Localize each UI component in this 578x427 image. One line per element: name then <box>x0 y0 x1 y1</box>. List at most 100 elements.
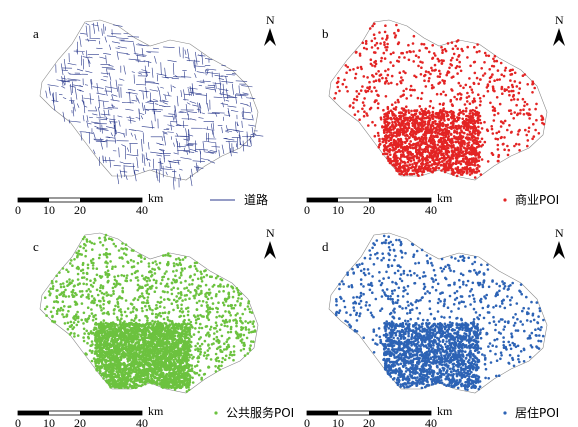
poi-dot <box>126 307 130 310</box>
poi-dot <box>523 100 527 104</box>
poi-dot <box>450 127 453 131</box>
poi-dot <box>509 73 512 76</box>
poi-dot <box>442 117 446 121</box>
poi-dot <box>527 130 530 133</box>
poi-dot <box>474 159 477 162</box>
poi-dot <box>383 129 386 132</box>
poi-dot <box>381 152 385 156</box>
poi-dot <box>452 122 455 126</box>
poi-dot <box>200 276 203 279</box>
poi-dot <box>458 60 461 64</box>
road <box>181 76 192 78</box>
poi-dot <box>417 56 420 59</box>
poi-dot <box>407 124 410 127</box>
poi-dot <box>72 321 76 324</box>
poi-dot <box>471 91 474 94</box>
poi-dot <box>242 347 246 351</box>
panel-label: b <box>322 26 329 41</box>
poi-dot <box>129 311 133 314</box>
poi-dot <box>404 122 407 126</box>
poi-dot <box>474 113 478 116</box>
poi-dot <box>430 136 433 139</box>
poi-dot <box>180 273 183 277</box>
poi-dot <box>456 93 460 96</box>
road <box>144 81 155 83</box>
poi-dot <box>205 301 208 304</box>
poi-dot <box>431 69 434 72</box>
poi-dot <box>386 117 390 120</box>
poi-dot <box>513 111 516 114</box>
poi-dot <box>500 73 503 76</box>
road <box>97 127 108 130</box>
poi-dot <box>143 296 146 300</box>
poi-dot <box>438 157 442 161</box>
road <box>209 149 217 153</box>
poi-dot <box>513 71 517 75</box>
poi-dot <box>378 143 381 147</box>
poi-dot <box>474 136 477 140</box>
road <box>72 84 83 87</box>
poi-dot <box>445 160 449 164</box>
poi-dot <box>437 59 441 62</box>
road <box>83 97 95 100</box>
poi-dot <box>443 170 447 174</box>
poi-dot <box>367 124 370 127</box>
poi-dot <box>429 72 432 76</box>
poi-dot <box>193 264 197 268</box>
poi-dot <box>104 233 108 237</box>
poi-dot <box>208 291 212 295</box>
poi-dot <box>496 112 500 115</box>
poi-dot <box>71 288 75 292</box>
road <box>179 168 183 171</box>
poi-dot <box>402 173 406 177</box>
poi-dot <box>354 72 358 76</box>
poi-dot <box>437 82 440 85</box>
poi-dot <box>180 351 183 355</box>
poi-dot <box>406 129 409 133</box>
poi-dot <box>476 117 480 120</box>
poi-dot <box>455 127 459 131</box>
poi-dot <box>470 148 474 152</box>
poi-dot <box>532 135 536 138</box>
poi-dot <box>400 172 403 176</box>
road <box>93 132 96 139</box>
road <box>177 124 182 126</box>
road <box>160 160 162 168</box>
poi-dot <box>417 123 420 126</box>
poi-dot <box>408 163 412 166</box>
poi-dot <box>191 381 195 384</box>
poi-dot <box>383 82 387 85</box>
poi-dot <box>415 119 419 123</box>
poi-dot <box>80 318 83 322</box>
poi-dot <box>229 325 233 329</box>
poi-dot <box>387 68 390 71</box>
poi-dot <box>99 286 102 289</box>
road <box>172 85 176 89</box>
road <box>89 37 101 40</box>
poi-dot <box>472 141 476 145</box>
road <box>231 73 237 75</box>
road <box>153 47 159 50</box>
road <box>251 126 254 138</box>
poi-dot <box>475 145 479 149</box>
road <box>173 159 181 162</box>
road <box>156 154 163 157</box>
poi-dot <box>188 297 191 300</box>
road <box>141 48 144 58</box>
road <box>72 106 75 117</box>
road <box>172 115 175 121</box>
road <box>119 78 125 81</box>
poi-dot <box>512 117 515 120</box>
poi-dot <box>526 144 529 148</box>
poi-dot <box>463 131 466 135</box>
poi-dot <box>394 122 397 126</box>
poi-dot <box>519 108 522 112</box>
poi-dot <box>448 66 451 70</box>
poi-dot <box>201 300 205 303</box>
poi-dot <box>390 81 393 85</box>
poi-dot <box>242 343 245 347</box>
poi-dot <box>411 165 414 169</box>
poi-dot <box>247 331 251 334</box>
road <box>68 119 70 124</box>
poi-dot <box>355 50 358 54</box>
